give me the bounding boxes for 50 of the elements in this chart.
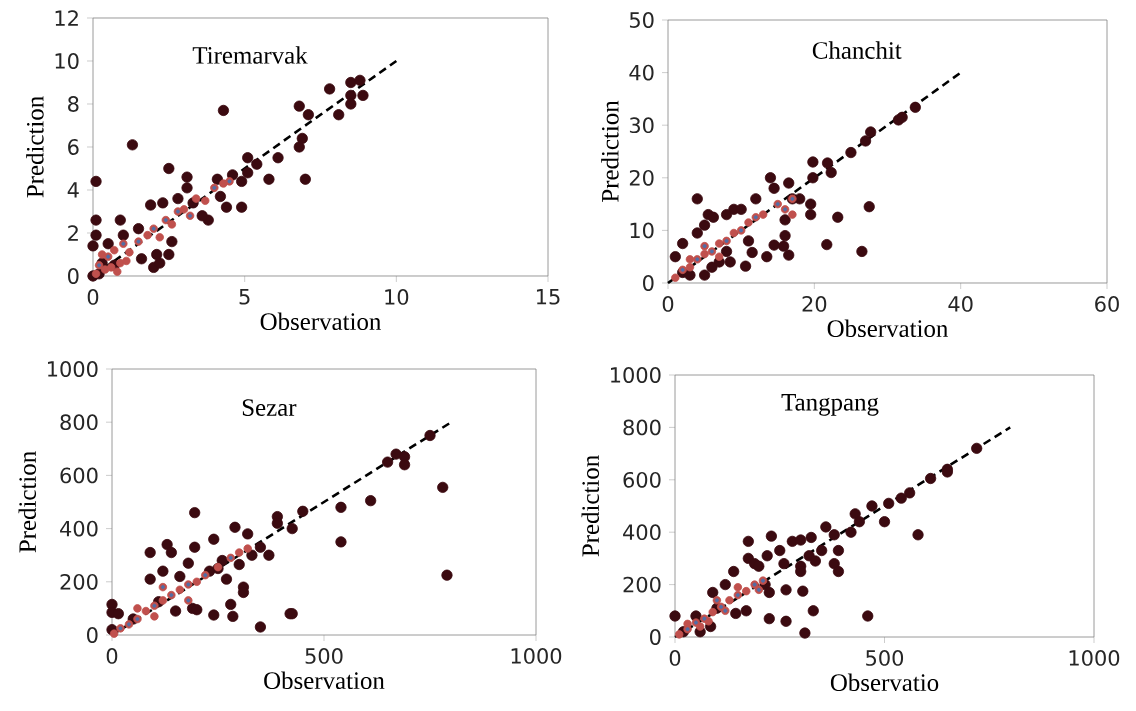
x-tick-label: 15 [536, 289, 560, 305]
y-axis-title: Prediction [26, 96, 44, 198]
y-tick-label: 4 [67, 182, 79, 198]
y-tick-label: 0 [87, 627, 98, 643]
x-tick-label: 60 [1095, 296, 1119, 312]
y-tick-label: 0 [68, 268, 79, 284]
x-axis-title: Observatio [830, 673, 939, 692]
y-tick-label: 2 [68, 225, 78, 241]
y-tick-label: 0 [643, 275, 654, 291]
x-tick-label: 20 [802, 296, 827, 312]
x-tick-label: 0 [669, 650, 681, 666]
x-tick-label: 5 [239, 289, 250, 305]
y-tick-label: 1000 [48, 361, 98, 377]
text: Sezar [242, 399, 297, 416]
y-tick-label: 10 [55, 53, 79, 69]
y-tick-label: 400 [623, 524, 661, 541]
y-axis-title: Prediction [581, 455, 600, 557]
x-tick-label: 500 [305, 648, 343, 664]
y-tick-label: 400 [60, 520, 98, 537]
x-tick-label: 0 [662, 296, 674, 312]
x-tick-label: 40 [948, 296, 973, 312]
y-tick-label: 20 [629, 169, 654, 186]
text: Tiremarvak [192, 46, 308, 64]
y-tick-label: 200 [60, 573, 98, 590]
text: Tangpang [781, 394, 879, 416]
x-tick-label: 1000 [511, 648, 562, 664]
x-tick-label: 10 [385, 289, 409, 305]
y-tick-label: 6 [68, 139, 79, 155]
x-axis-title: Observation [827, 319, 948, 338]
text: Chanchit [812, 41, 902, 59]
y-tick-label: 1000 [611, 367, 661, 383]
y-tick-label: 0 [650, 629, 661, 645]
x-axis-title: Observation [264, 671, 385, 690]
y-tick-label: 600 [623, 471, 661, 488]
y-tick-label: 8 [68, 96, 79, 112]
x-tick-label: 1000 [1069, 650, 1120, 666]
x-tick-label: 0 [106, 648, 118, 664]
y-tick-label: 800 [623, 419, 661, 436]
y-tick-label: 800 [60, 414, 98, 431]
y-tick-label: 200 [623, 576, 661, 593]
y-tick-label: 10 [630, 222, 654, 239]
x-tick-label: 500 [866, 650, 904, 666]
y-axis-title: Prediction [601, 100, 619, 202]
x-axis-title: Observation [260, 312, 381, 331]
y-tick-label: 600 [60, 467, 98, 484]
y-tick-label: 40 [629, 64, 654, 81]
y-tick-label: 12 [55, 10, 78, 26]
y-axis-title: Prediction [18, 451, 37, 553]
y-tick-label: 50 [629, 12, 654, 28]
y-tick-label: 30 [629, 117, 654, 134]
